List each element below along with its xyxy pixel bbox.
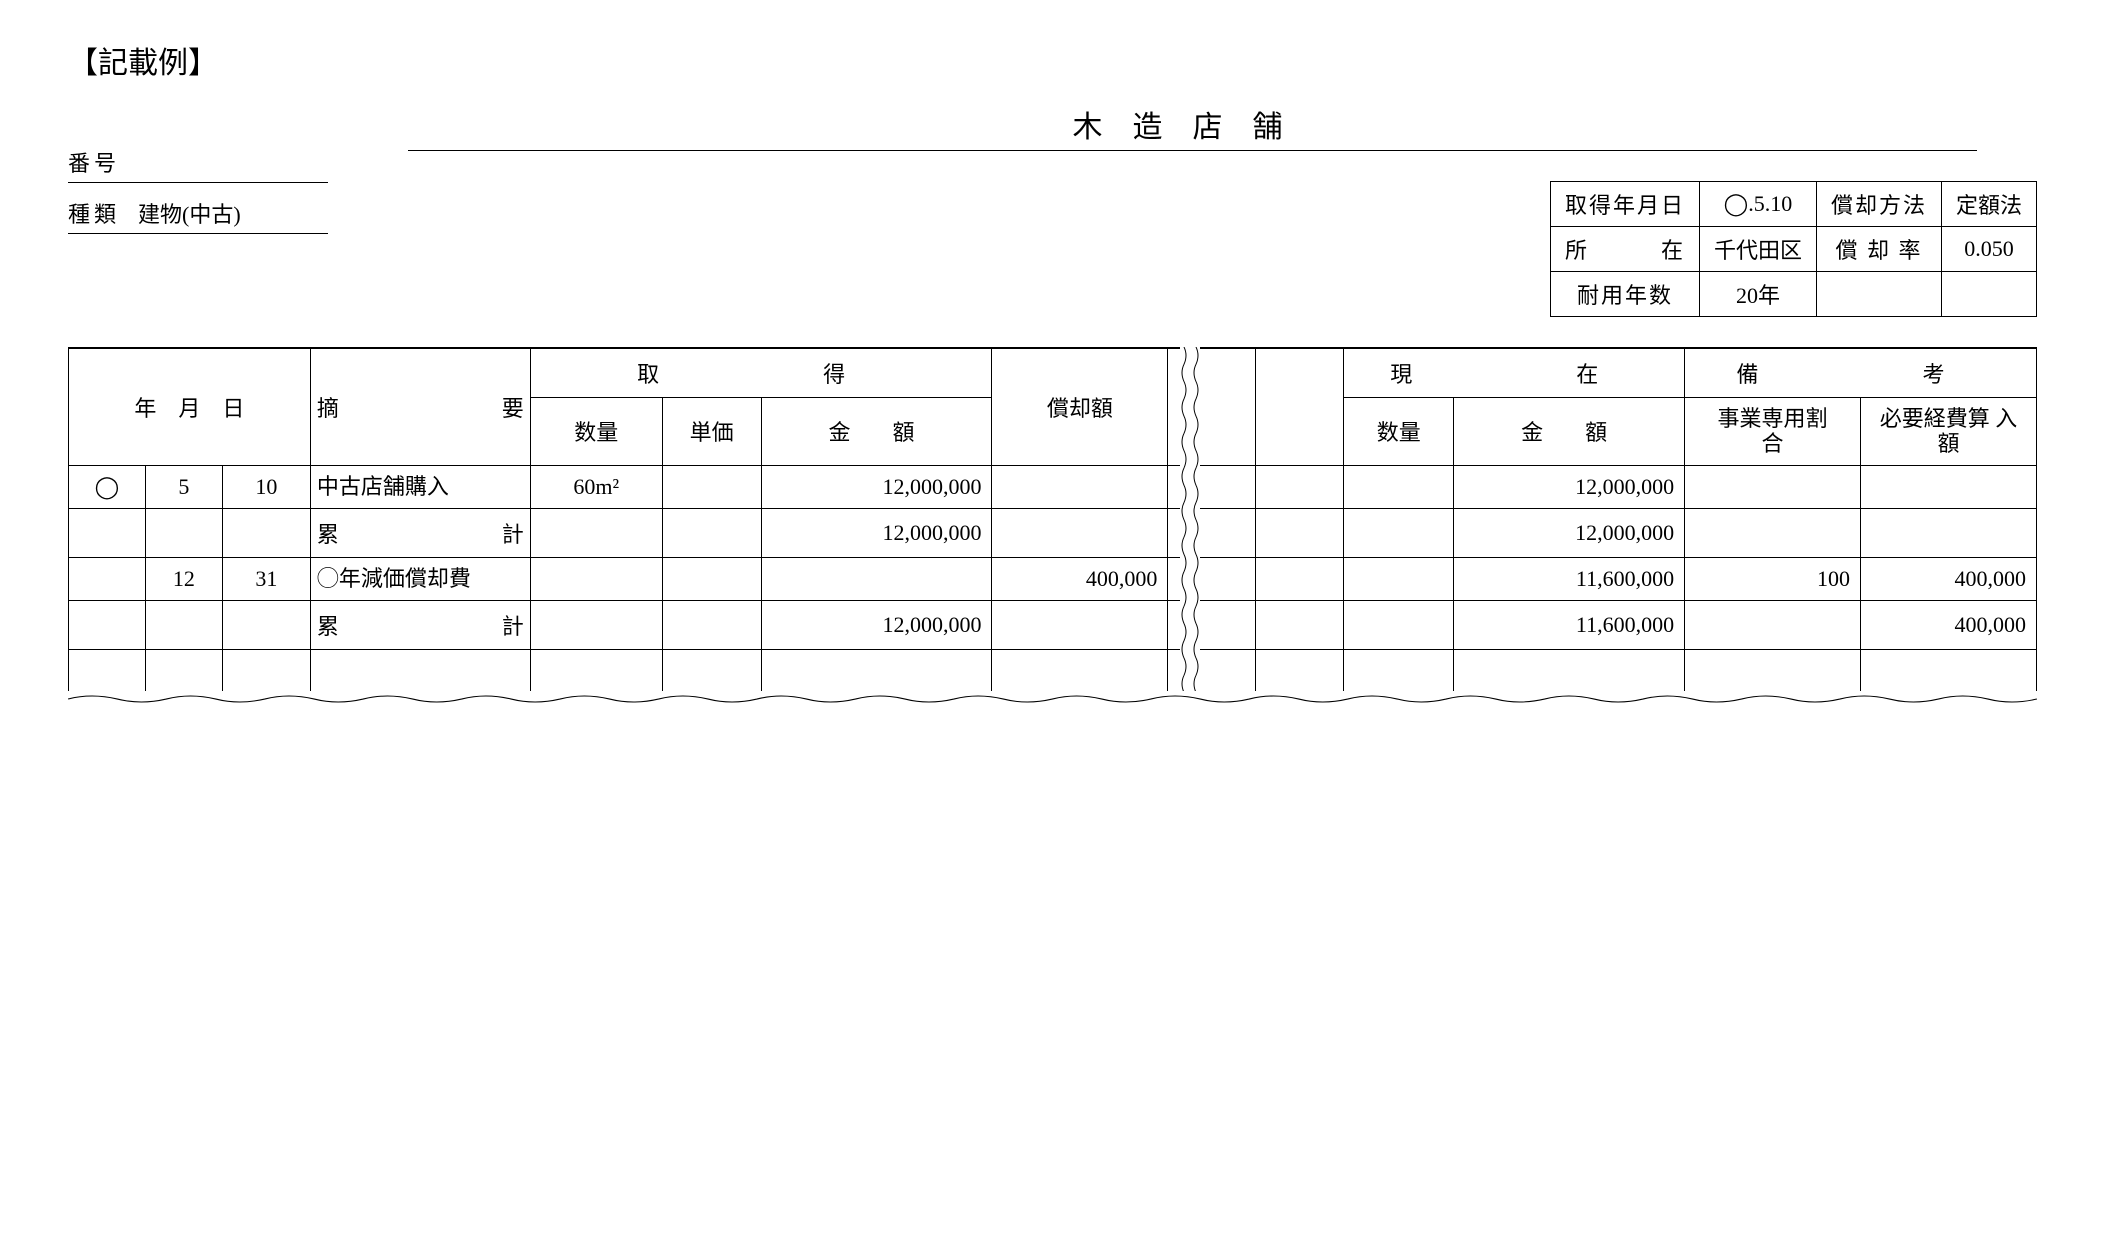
col-rem: 備 考 [1685, 348, 2037, 398]
ledger-table: 年 月 日 摘 要 取 得 償却額 現 在 備 考 数量 単価 金 額 数量 金… [68, 347, 2037, 693]
col-unit: 単価 [662, 398, 761, 466]
cell-amt [761, 557, 992, 600]
meta-number-label: 番号 [68, 146, 138, 178]
cell-gap1 [1168, 600, 1256, 649]
cell-y [69, 508, 146, 557]
cell-gap2 [1256, 465, 1344, 508]
info-life-label: 耐用年数 [1550, 272, 1699, 317]
cell-desc: ◯年減価償却費 [310, 557, 530, 600]
col-cur: 現 在 [1344, 348, 1685, 398]
cell-camt: 11,600,000 [1454, 557, 1685, 600]
table-row: 12 31 ◯年減価償却費 400,000 11,600,000 100 400… [69, 557, 2037, 600]
cell-gap1 [1168, 557, 1256, 600]
cell-camt: 11,600,000 [1454, 600, 1685, 649]
info-blank1 [1816, 272, 1941, 317]
meta-type: 種類 建物(中古) [68, 193, 328, 234]
cell-y [69, 557, 146, 600]
table-row: 累 計 12,000,000 11,600,000 400,000 [69, 600, 2037, 649]
cell-biz [1685, 600, 1861, 649]
info-rate-label: 償 却 率 [1816, 227, 1941, 272]
table-row: ◯ 5 10 中古店舗購入 60m² 12,000,000 12,000,000 [69, 465, 2037, 508]
cell-gap2 [1256, 557, 1344, 600]
cell-biz [1685, 508, 1861, 557]
cell-desc: 中古店舗購入 [310, 465, 530, 508]
col-acq: 取 得 [530, 348, 992, 398]
cell-cqty [1344, 508, 1454, 557]
col-amt: 金 額 [761, 398, 992, 466]
info-acq-date-label: 取得年月日 [1550, 182, 1699, 227]
cell-dep [992, 508, 1168, 557]
table-row: 累 計 12,000,000 12,000,000 [69, 508, 2037, 557]
cell-m [145, 600, 222, 649]
info-method-label: 償却方法 [1816, 182, 1941, 227]
info-acq-date-value: ◯.5.10 [1699, 182, 1816, 227]
cell-cqty [1344, 465, 1454, 508]
cell-y [69, 600, 146, 649]
cell-d: 31 [222, 557, 310, 600]
cell-m [145, 508, 222, 557]
page-break-horizontal [68, 691, 2037, 711]
cell-unit [662, 557, 761, 600]
cell-qty [530, 508, 662, 557]
cell-camt: 12,000,000 [1454, 465, 1685, 508]
cell-amt: 12,000,000 [761, 508, 992, 557]
document-title: 木造店舗 [408, 102, 1977, 151]
cell-biz [1685, 465, 1861, 508]
cell-dep [992, 600, 1168, 649]
cell-gap2 [1256, 600, 1344, 649]
cell-cqty [1344, 557, 1454, 600]
col-gap2 [1256, 348, 1344, 465]
cell-m: 5 [145, 465, 222, 508]
cell-d [222, 508, 310, 557]
info-method-value: 定額法 [1941, 182, 2036, 227]
cell-gap1 [1168, 465, 1256, 508]
cell-qty: 60m² [530, 465, 662, 508]
info-location-value: 千代田区 [1699, 227, 1816, 272]
cell-exp [1861, 465, 2037, 508]
cell-cqty [1344, 600, 1454, 649]
cell-dep [992, 465, 1168, 508]
cell-qty [530, 557, 662, 600]
meta-type-label: 種類 [68, 197, 138, 229]
cell-gap1 [1168, 508, 1256, 557]
meta-number-value [138, 146, 328, 178]
cell-gap2 [1256, 508, 1344, 557]
col-cqty: 数量 [1344, 398, 1454, 466]
cell-d [222, 600, 310, 649]
info-blank2 [1941, 272, 2036, 317]
col-biz: 事業専用割 合 [1685, 398, 1861, 466]
info-location-label: 所 在 [1550, 227, 1699, 272]
cell-unit [662, 600, 761, 649]
col-desc: 摘 要 [310, 348, 530, 465]
col-camt: 金 額 [1454, 398, 1685, 466]
cell-d: 10 [222, 465, 310, 508]
cell-camt: 12,000,000 [1454, 508, 1685, 557]
cell-m: 12 [145, 557, 222, 600]
col-date: 年 月 日 [69, 348, 311, 465]
cell-dep: 400,000 [992, 557, 1168, 600]
cell-exp: 400,000 [1861, 557, 2037, 600]
cell-y: ◯ [69, 465, 146, 508]
cell-biz: 100 [1685, 557, 1861, 600]
cell-amt: 12,000,000 [761, 465, 992, 508]
table-row-empty [69, 649, 2037, 692]
cell-unit [662, 465, 761, 508]
cell-exp [1861, 508, 2037, 557]
col-qty: 数量 [530, 398, 662, 466]
cell-exp: 400,000 [1861, 600, 2037, 649]
meta-type-value: 建物(中古) [138, 197, 328, 229]
info-life-value: 20年 [1699, 272, 1816, 317]
example-header: 【記載例】 [68, 38, 2037, 82]
col-dep: 償却額 [992, 348, 1168, 465]
col-exp: 必要経費算 入 額 [1861, 398, 2037, 466]
cell-unit [662, 508, 761, 557]
cell-amt: 12,000,000 [761, 600, 992, 649]
col-gap1 [1168, 348, 1256, 465]
cell-qty [530, 600, 662, 649]
cell-desc: 累 計 [310, 600, 530, 649]
meta-number: 番号 [68, 142, 328, 183]
info-table: 取得年月日 ◯.5.10 償却方法 定額法 所 在 千代田区 償 却 率 0.0… [1550, 181, 2037, 317]
info-rate-value: 0.050 [1941, 227, 2036, 272]
cell-desc: 累 計 [310, 508, 530, 557]
